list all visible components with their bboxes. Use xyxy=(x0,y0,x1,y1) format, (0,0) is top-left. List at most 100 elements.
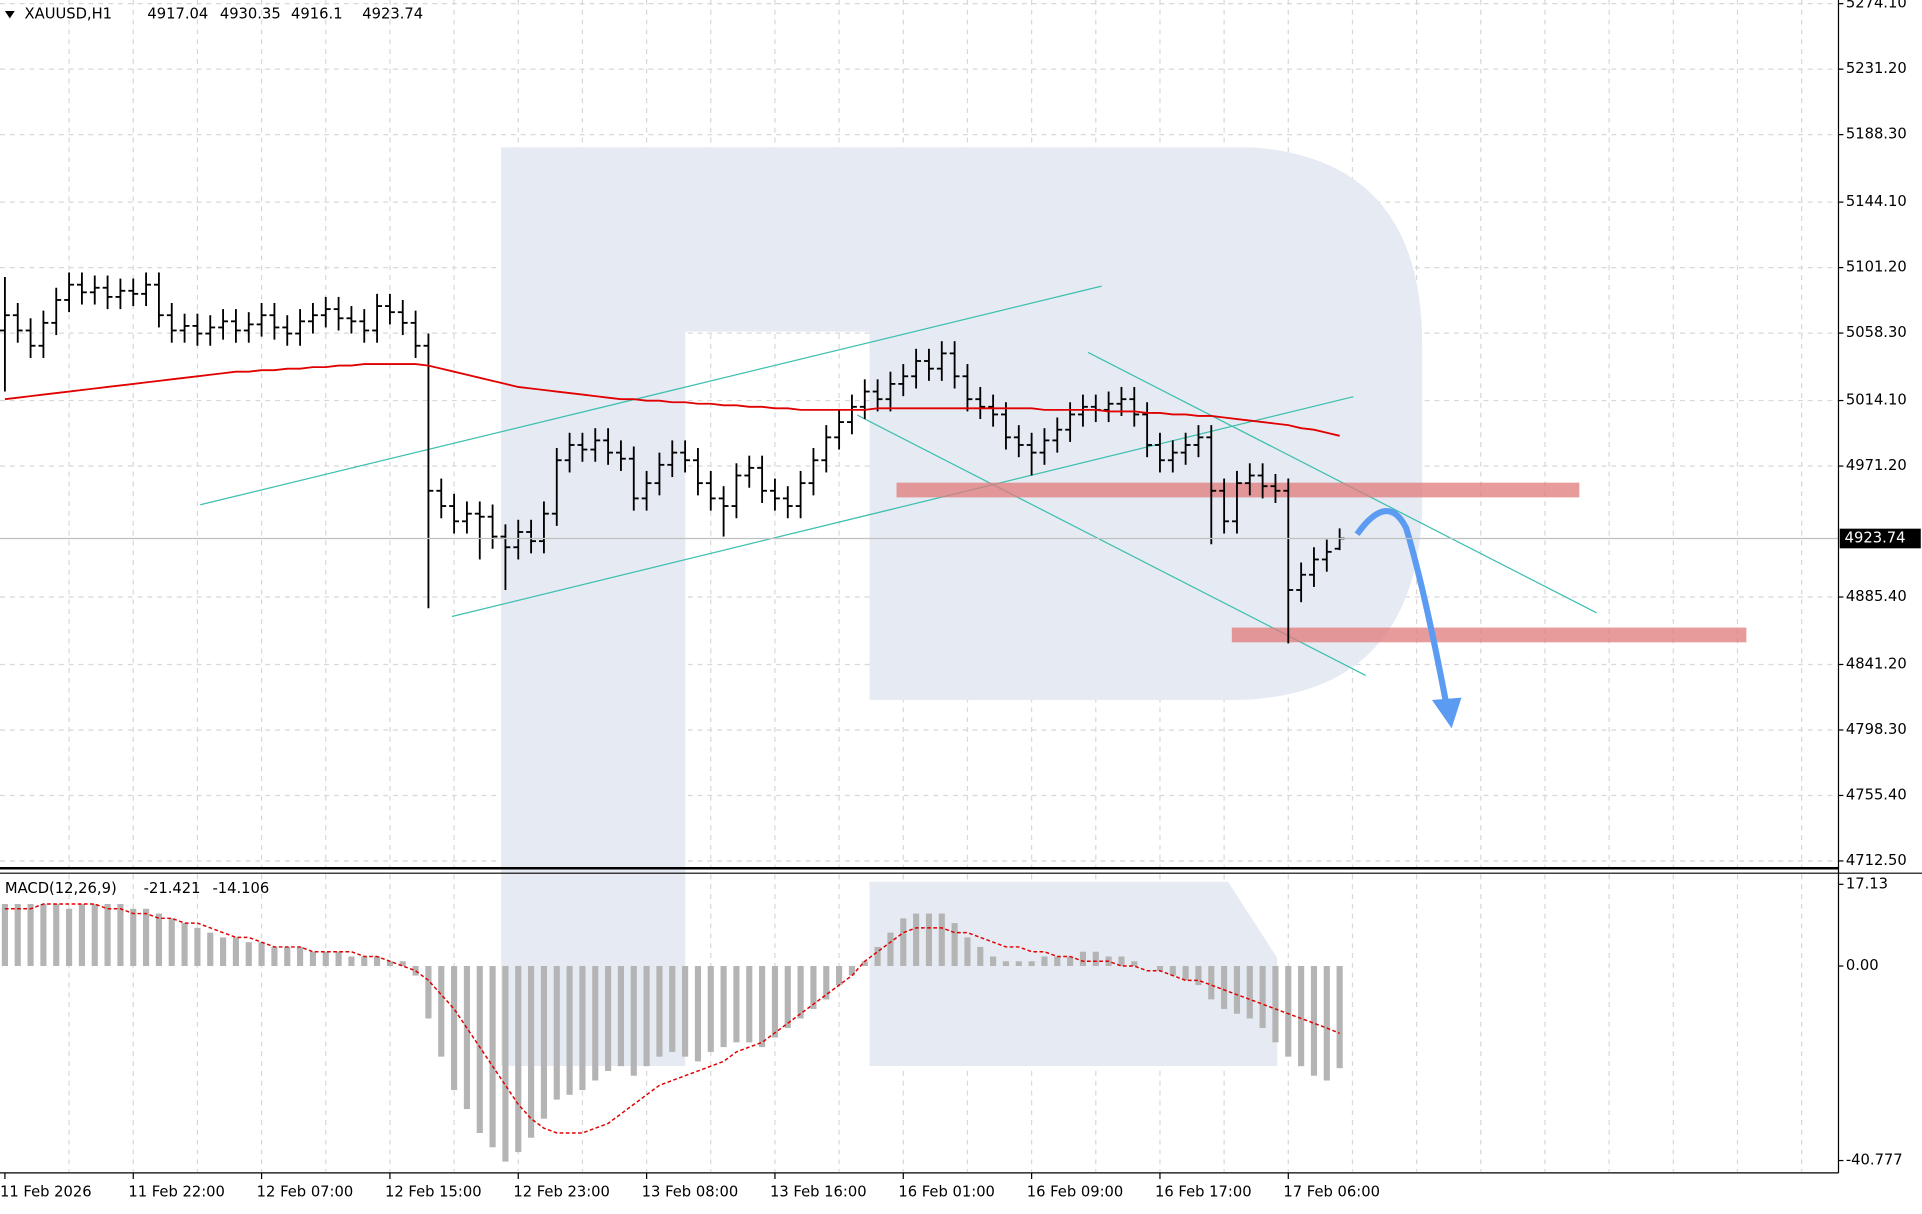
macd-bar xyxy=(900,918,907,967)
macd-bar xyxy=(53,904,60,967)
macd-bar xyxy=(1259,966,1266,1029)
x-tick-label: 16 Feb 09:00 xyxy=(1027,1184,1124,1201)
macd-bar xyxy=(232,937,239,967)
macd-bar xyxy=(682,966,689,1057)
macd-bar xyxy=(630,966,637,1076)
macd-bar xyxy=(1002,961,1010,967)
macd-bar xyxy=(207,932,214,967)
moving-average xyxy=(4,363,1340,437)
x-tick-label: 13 Feb 08:00 xyxy=(642,1184,739,1201)
macd-bar xyxy=(374,956,381,967)
macd-bar xyxy=(553,966,560,1100)
macd-bar xyxy=(1118,956,1125,967)
x-tick-label: 12 Feb 07:00 xyxy=(257,1184,354,1201)
macd-bar xyxy=(694,966,702,1062)
macd-bar xyxy=(861,961,868,967)
x-tick-label: 11 Feb 22:00 xyxy=(128,1184,225,1201)
y-tick-label: 4971.20 xyxy=(1846,457,1907,474)
macd-bar xyxy=(1221,966,1228,1009)
macd-header: MACD(12,26,9) -21.421 -14.106 xyxy=(5,880,269,897)
macd-bar xyxy=(1272,966,1279,1043)
resistance-zone xyxy=(896,482,1580,498)
macd-bar xyxy=(643,966,650,1067)
y-tick-label: 0.00 xyxy=(1846,957,1879,974)
x-tick-label: 12 Feb 15:00 xyxy=(385,1184,482,1201)
macd-bar xyxy=(1041,956,1048,967)
y-tick-label: 4885.40 xyxy=(1846,588,1907,605)
current-price-box xyxy=(1839,528,1921,549)
x-tick-label: 17 Feb 06:00 xyxy=(1283,1184,1380,1201)
macd-name: MACD(12,26,9) xyxy=(5,880,117,897)
signal-line xyxy=(4,903,1340,1134)
macd-bar xyxy=(605,966,612,1071)
macd-bar xyxy=(168,918,175,967)
x-tick-label: 16 Feb 17:00 xyxy=(1155,1184,1252,1201)
macd-bar xyxy=(579,966,586,1091)
macd-bar xyxy=(361,956,368,967)
macd-bar xyxy=(502,966,509,1162)
y-tick-label: 4798.30 xyxy=(1846,721,1907,738)
macd-bar xyxy=(1079,951,1087,967)
x-tick-label: 12 Feb 23:00 xyxy=(513,1184,610,1201)
macd-bar xyxy=(104,904,111,967)
macd-bar xyxy=(874,946,881,967)
forecast-arrowhead xyxy=(1431,697,1462,729)
y-tick-label: 4841.20 xyxy=(1846,655,1907,672)
current-price-label: 4923.74 xyxy=(1845,529,1906,546)
macd-bar xyxy=(964,937,971,967)
macd-bar xyxy=(1310,966,1318,1076)
macd-bar xyxy=(258,942,265,967)
y-tick-label: 17.13 xyxy=(1846,875,1888,892)
macd-bar xyxy=(707,966,714,1052)
channel-line xyxy=(451,396,1354,618)
macd-bar xyxy=(836,966,843,986)
macd-bar xyxy=(1092,951,1099,967)
macd-bar xyxy=(1195,966,1202,986)
macd-bar xyxy=(425,966,432,1019)
y-tick-label: 5274.10 xyxy=(1846,0,1907,12)
y-tick-label: 5144.10 xyxy=(1846,193,1907,210)
macd-bar xyxy=(528,966,535,1138)
y-tick-label: -40.777 xyxy=(1846,1152,1903,1169)
macd-bar xyxy=(27,904,34,967)
macd-bar xyxy=(617,966,625,1067)
macd-bar xyxy=(951,923,958,967)
close-value: 4923.74 xyxy=(362,6,423,23)
macd-bar xyxy=(78,904,85,967)
macd-bar xyxy=(925,913,933,967)
macd-bar xyxy=(412,966,419,976)
y-tick-label: 4712.50 xyxy=(1846,852,1907,869)
macd-bar xyxy=(91,904,98,967)
macd-bar xyxy=(489,966,496,1148)
macd-bar xyxy=(476,966,483,1133)
macd-bar xyxy=(181,923,188,967)
macd-bar xyxy=(271,946,278,967)
macd-bar xyxy=(348,956,355,967)
macd-bar xyxy=(117,904,124,967)
macd-bar xyxy=(451,966,458,1091)
macd-bar xyxy=(540,966,548,1119)
macd-bar xyxy=(810,966,817,1009)
logo-watermark xyxy=(501,147,1423,1067)
macd-bar xyxy=(797,966,804,1019)
macd-bar xyxy=(297,946,304,967)
macd-bar xyxy=(977,946,984,967)
macd-bar xyxy=(887,932,894,967)
macd-bar xyxy=(1182,966,1189,981)
forecast-arrow xyxy=(1354,508,1450,707)
macd-bar xyxy=(1246,966,1253,1019)
macd-bar xyxy=(245,942,252,967)
macd-bar xyxy=(823,966,830,1000)
header-arrow xyxy=(4,11,15,19)
watermark xyxy=(501,147,1423,1067)
macd-bar xyxy=(1298,966,1305,1067)
macd-bar xyxy=(40,904,47,967)
macd-bar xyxy=(1336,966,1343,1069)
macd-bar xyxy=(515,966,522,1153)
macd-bar xyxy=(990,956,997,967)
macd-bar xyxy=(848,966,856,976)
macd-bar xyxy=(386,961,393,967)
macd-bar xyxy=(1067,956,1074,967)
macd-bar xyxy=(220,937,227,967)
